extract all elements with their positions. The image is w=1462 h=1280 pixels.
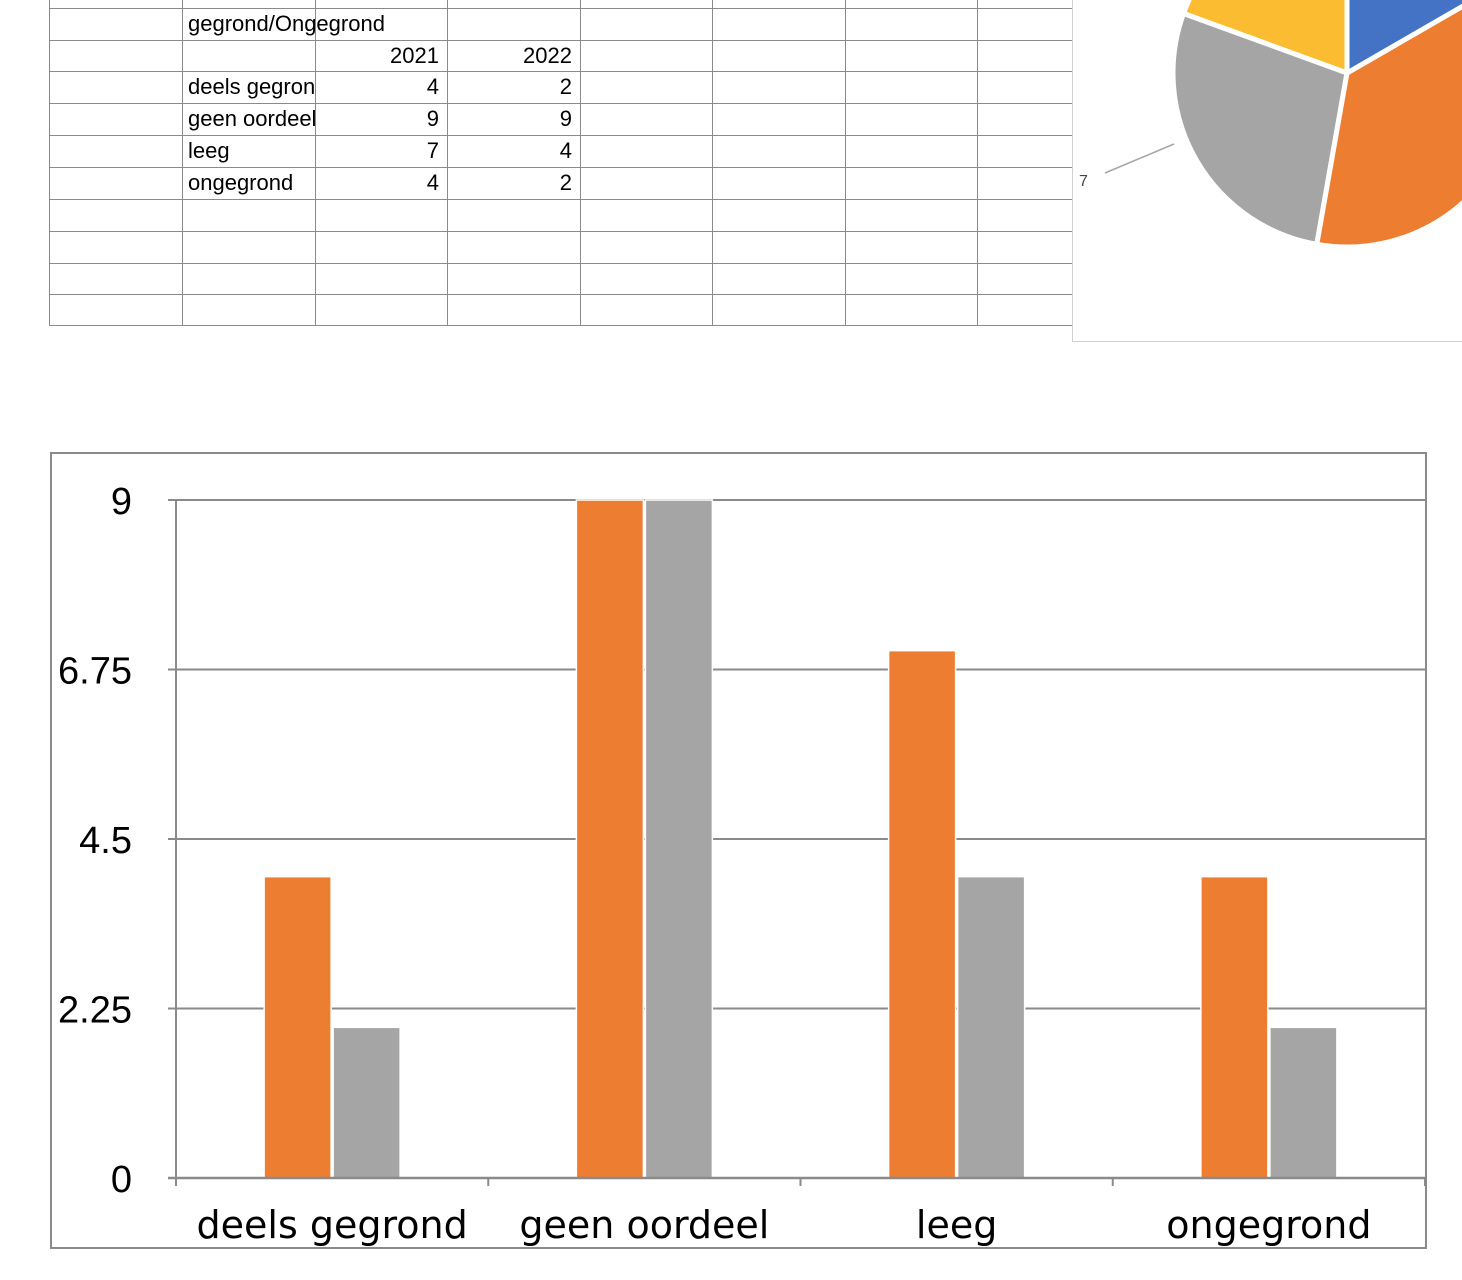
value-2022-cell[interactable]: 4 [559, 138, 572, 163]
bar-chart-svg: 0 2.25 4.5 6.75 9 deels gegrond geen oordeel le… [58, 481, 1425, 1247]
pie-slice-yellow[interactable] [1180, 0, 1350, 77]
spreadsheet-grid[interactable]: gegrond/Ongegrond 2021 2022 deels gegrond 4 2… [49, 0, 1073, 326]
y-tick-label: 9 [111, 481, 132, 523]
bar-series1-leeg[interactable] [887, 649, 957, 1179]
sheet-title-cell[interactable]: gegrond/Ongegrond [188, 11, 385, 36]
header-2021-cell[interactable]: 2021 [390, 43, 439, 68]
grid-row-line [50, 167, 1073, 168]
grid-row-line [50, 103, 1073, 104]
bar-series2-ongegrond[interactable] [1269, 1026, 1338, 1179]
value-2022-cell[interactable]: 2 [559, 170, 572, 195]
x-category-label: ongegrond [1166, 1203, 1371, 1247]
bar-series1-deels-gegrond[interactable] [263, 875, 332, 1179]
pie-slice-blue[interactable] [1344, 0, 1462, 78]
pie-slice-orange[interactable] [1313, 0, 1462, 250]
y-tick-label: 4.5 [79, 820, 132, 862]
grid-row-line [50, 199, 1073, 200]
x-category-label: deels gegrond [197, 1203, 468, 1247]
value-2021-cell[interactable]: 7 [426, 138, 439, 163]
value-2022-cell[interactable]: 2 [559, 74, 572, 99]
grid-col-line [977, 0, 978, 325]
grid-row-line [50, 135, 1073, 136]
pie-chart-svg: 7 [1079, 0, 1462, 250]
grid-col-line [712, 0, 713, 325]
pie-data-label: 7 [1079, 173, 1088, 190]
grid-col-line [845, 0, 846, 325]
grid-col-line [315, 0, 316, 325]
value-2021-cell[interactable]: 4 [426, 170, 439, 195]
grid-col-line [580, 0, 581, 325]
x-category-label: leeg [916, 1203, 997, 1247]
header-2022-cell[interactable]: 2022 [523, 43, 572, 68]
bar-chart[interactable]: 0 2.25 4.5 6.75 9 deels gegrond geen oordeel le… [50, 452, 1427, 1249]
grid-row-line [50, 231, 1073, 232]
bar-series1-geen-oordeel[interactable] [575, 499, 645, 1179]
row-label-cell[interactable]: ongegrond [188, 170, 294, 195]
x-category-label: geen oordeel [519, 1203, 769, 1247]
bar-series2-geen-oordeel[interactable] [644, 499, 714, 1179]
pie-chart[interactable]: 7 [1072, 0, 1462, 342]
y-tick-label: 2.25 [58, 990, 132, 1032]
grid-row-line [50, 263, 1073, 264]
row-label-cell[interactable]: geen oordeel [188, 106, 315, 131]
bar-series2-deels-gegrond[interactable] [332, 1026, 401, 1179]
value-2021-cell[interactable]: 9 [426, 106, 439, 131]
y-tick-label: 0 [111, 1159, 132, 1201]
grid-col-line [447, 0, 448, 325]
pie-leader-line [1104, 143, 1175, 174]
row-label-cell[interactable]: deels gegrond [188, 74, 315, 99]
y-tick-label: 6.75 [58, 651, 132, 693]
row-label-cell[interactable]: leeg [188, 138, 230, 163]
value-2021-cell[interactable]: 4 [426, 74, 439, 99]
value-2022-cell[interactable]: 9 [559, 106, 572, 131]
grid-col-line [182, 0, 183, 325]
grid-row-line [50, 8, 1073, 9]
grid-row-line [50, 71, 1073, 72]
grid-row-line [50, 40, 1073, 41]
grid-row-line [50, 294, 1073, 295]
pie-slice-gray[interactable] [1170, 10, 1350, 248]
bar-series1-ongegrond[interactable] [1200, 875, 1269, 1179]
bar-series2-leeg[interactable] [956, 875, 1026, 1179]
